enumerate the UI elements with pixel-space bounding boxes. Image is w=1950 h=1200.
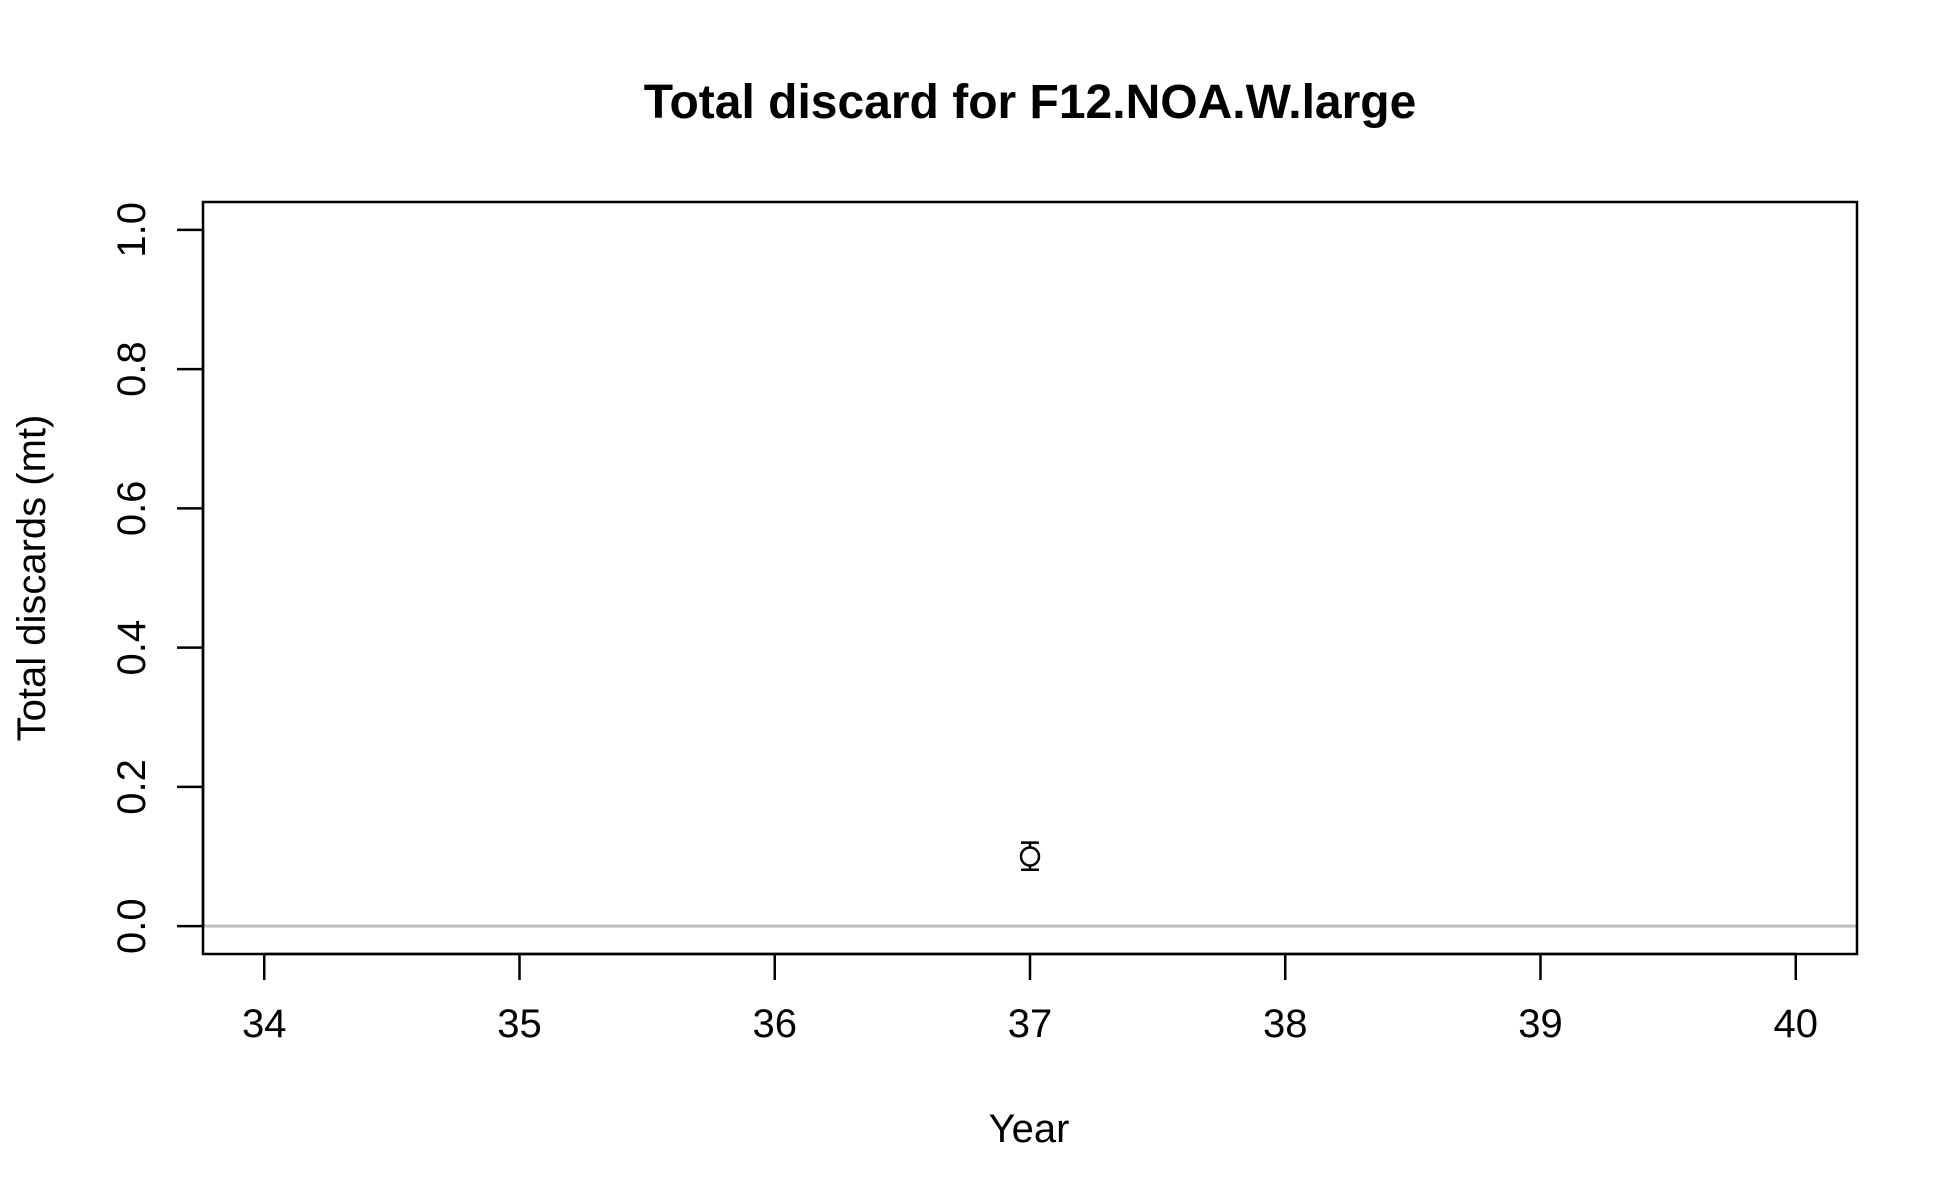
y-tick-label: 0.2 (110, 759, 154, 815)
x-tick-label: 37 (1008, 1002, 1053, 1046)
data-point (1019, 846, 1041, 867)
plot-area (201, 200, 1859, 956)
x-axis-label: Year (989, 1107, 1070, 1151)
plot-frame (201, 200, 1859, 956)
y-tick-label: 0.4 (110, 620, 154, 676)
chart-title: Total discard for F12.NOA.W.large (644, 76, 1417, 129)
y-tick-label: 0.8 (110, 341, 154, 397)
y-tick-label: 1.0 (110, 202, 154, 258)
x-tick-label: 39 (1518, 1002, 1563, 1046)
x-tick-label: 38 (1263, 1002, 1308, 1046)
x-tick-label: 40 (1773, 1002, 1818, 1046)
y-axis-label: Total discards (mt) (10, 415, 54, 742)
x-tick-label: 34 (242, 1002, 287, 1046)
x-tick-label: 35 (497, 1002, 542, 1046)
x-axis: 34 35 36 37 38 39 40 (242, 952, 1818, 1046)
y-axis: 0.0 0.2 0.4 0.6 0.8 1.0 (110, 202, 205, 954)
y-tick-label: 0.0 (110, 898, 154, 954)
y-tick-label: 0.6 (110, 481, 154, 537)
x-tick-label: 36 (753, 1002, 798, 1046)
